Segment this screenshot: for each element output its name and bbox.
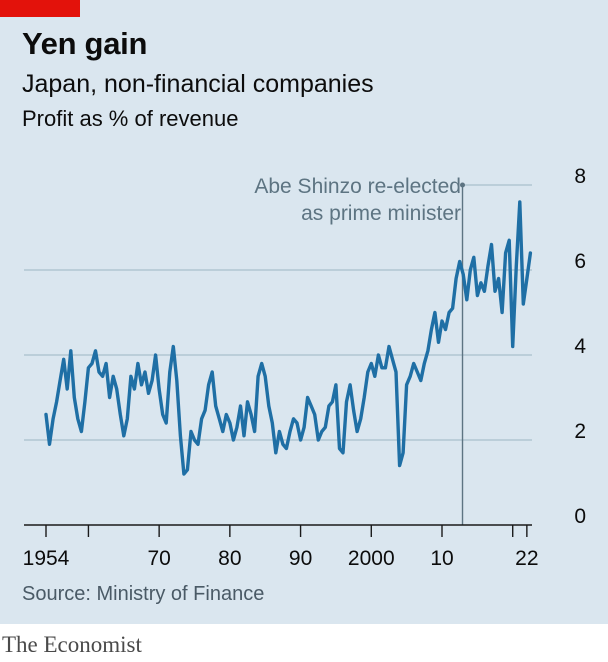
- x-tick-label-1970: 70: [147, 547, 170, 570]
- x-tick-label-2022: 22: [515, 547, 538, 570]
- chart-card: Yen gain Japan, non-financial companies …: [0, 0, 608, 624]
- annotation-text-0: Abe Shinzo re-elected: [254, 175, 461, 198]
- x-tick-label-1954: 1954: [23, 547, 70, 570]
- chart-title: Yen gain: [22, 26, 148, 61]
- chart-units: Profit as % of revenue: [22, 106, 239, 131]
- brand-red-tag: [0, 0, 80, 17]
- y-tick-label-0: 0: [574, 505, 586, 528]
- annotation-group: Abe Shinzo re-elected as prime minister: [24, 175, 466, 525]
- x-tick-label-1980: 80: [218, 547, 241, 570]
- annotation-dot: [460, 182, 466, 188]
- publisher-logo: The Economist: [2, 632, 142, 657]
- y-tick-label-4: 4: [574, 335, 586, 358]
- series-layer: [44, 200, 533, 476]
- x-tick-label-2010: 10: [430, 547, 453, 570]
- line-chart: Abe Shinzo re-elected as prime minister 0…: [23, 165, 587, 570]
- chart-subtitle: Japan, non-financial companies: [22, 70, 374, 98]
- x-tick-label-2000: 2000: [348, 547, 395, 570]
- y-tick-label-8: 8: [574, 165, 586, 188]
- series-line: [44, 200, 533, 476]
- y-tick-label-2: 2: [574, 420, 586, 443]
- annotation-text-1: as prime minister: [301, 202, 461, 225]
- x-axis: [24, 524, 532, 537]
- x-tick-label-1990: 90: [289, 547, 312, 570]
- tick-labels: 0 2 4 6 8 1954 70 80 90 2000 10 22: [23, 165, 587, 570]
- y-tick-label-6: 6: [574, 250, 586, 273]
- source-note: Source: Ministry of Finance: [22, 583, 265, 605]
